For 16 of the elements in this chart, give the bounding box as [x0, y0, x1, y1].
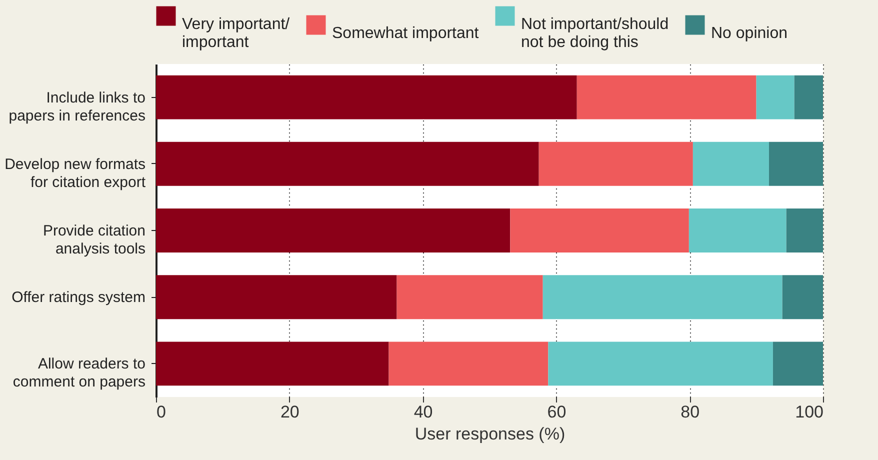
x-tick-label: 80 — [680, 402, 700, 422]
y-tick-label: Offer ratings system — [12, 289, 146, 306]
x-tick-label: 0 — [156, 402, 166, 422]
legend-label: Not important/should not be doing this — [521, 16, 669, 51]
x-axis-title: User responses (%) — [414, 424, 566, 444]
x-tick-label: 20 — [280, 402, 300, 422]
y-tick-label: Include links to papers in references — [8, 89, 146, 124]
y-tick-label: Develop new formats for citation export — [4, 156, 146, 191]
x-tick-label: 60 — [547, 402, 566, 422]
x-tick-label: 40 — [414, 402, 433, 422]
legend-label: Somewhat important — [332, 25, 480, 42]
x-tick-label: 100 — [795, 402, 824, 422]
legend-label: Very important/ important — [182, 16, 290, 51]
y-tick-label: Allow readers to comment on papers — [12, 356, 146, 391]
legend-label: No opinion — [711, 25, 788, 42]
y-tick-label: Provide citation analysis tools — [42, 222, 146, 258]
